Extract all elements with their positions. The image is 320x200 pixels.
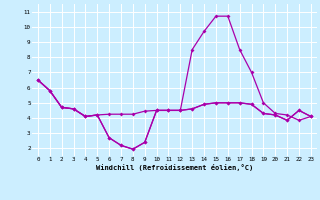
X-axis label: Windchill (Refroidissement éolien,°C): Windchill (Refroidissement éolien,°C)	[96, 164, 253, 171]
